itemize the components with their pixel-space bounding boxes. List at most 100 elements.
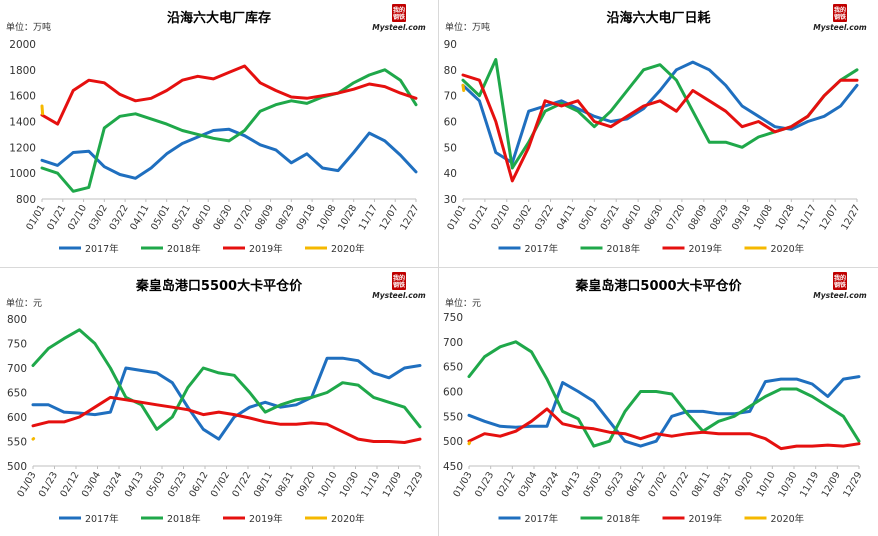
x-tick-label: 12/07 <box>378 203 401 232</box>
x-tick-label: 07/20 <box>664 203 687 232</box>
x-tick-label: 08/29 <box>708 203 731 232</box>
x-tick-label: 02/12 <box>58 470 81 499</box>
x-tick-label: 05/21 <box>599 203 622 232</box>
x-tick-label: 03/02 <box>511 203 534 232</box>
series-line <box>461 60 859 165</box>
chart-panel-price-5000: 秦皇岛港口5000大卡平仓价 单位：元 我的 钢铁 Mysteel.com 450 500 5… <box>439 268 878 536</box>
x-tick-label: 07/20 <box>232 203 255 232</box>
x-tick-label: 05/23 <box>603 470 626 499</box>
y-tick-label: 1200 <box>9 142 36 154</box>
y-tick-label: 1600 <box>9 91 36 103</box>
unit-label: 单位：元 <box>445 297 481 309</box>
y-tick-label: 800 <box>7 314 27 326</box>
y-tick-label: 60 <box>444 117 457 129</box>
x-tick-label: 12/07 <box>817 203 840 232</box>
legend-label: 2017年 <box>525 513 559 525</box>
legend-label: 2020年 <box>771 243 805 255</box>
unit-label: 单位：万吨 <box>6 21 51 33</box>
x-tick-label: 05/03 <box>144 470 167 499</box>
legend-label: 2020年 <box>331 513 365 525</box>
x-tick-label: 02/12 <box>495 470 518 499</box>
x-tick-label: 06/10 <box>620 203 643 232</box>
x-tick-label: 08/11 <box>690 470 713 499</box>
chart-panel-price-5500: 秦皇岛港口5500大卡平仓价 单位：元 我的 钢铁 Mysteel.com 500 550 6… <box>0 268 438 536</box>
x-tick-label: 06/12 <box>187 470 210 499</box>
x-tick-label: 09/20 <box>733 470 756 499</box>
logo-text: 钢铁 <box>393 281 405 289</box>
y-tick-label: 600 <box>443 387 463 399</box>
x-tick-label: 01/01 <box>445 203 468 232</box>
x-tick-label: 08/11 <box>252 470 275 499</box>
x-tick-label: 07/22 <box>668 470 691 499</box>
x-tick-label: 03/24 <box>101 470 124 499</box>
x-tick-label: 01/23 <box>473 470 496 499</box>
x-tick-label: 12/09 <box>381 470 404 499</box>
legend-label: 2018年 <box>607 513 641 525</box>
y-tick-label: 600 <box>7 412 27 424</box>
chart-title: 沿海六大电厂库存 <box>167 10 271 26</box>
x-tick-label: 12/27 <box>398 203 421 232</box>
legend-label: 2019年 <box>249 243 283 255</box>
y-tick-label: 500 <box>7 461 27 473</box>
x-tick-label: 12/09 <box>820 470 843 499</box>
x-tick-label: 03/22 <box>107 203 130 232</box>
x-tick-label: 05/01 <box>577 203 600 232</box>
x-tick-label: 11/19 <box>359 470 382 499</box>
x-tick-label: 05/23 <box>166 470 189 499</box>
y-tick-label: 70 <box>444 91 457 103</box>
unit-label: 单位：万吨 <box>445 21 490 33</box>
x-tick-label: 07/02 <box>646 470 669 499</box>
legend-label: 2017年 <box>85 513 119 525</box>
x-tick-label: 01/03 <box>15 470 38 499</box>
x-tick-label: 03/24 <box>538 470 561 499</box>
x-tick-label: 01/21 <box>45 203 68 232</box>
y-tick-label: 750 <box>443 312 463 324</box>
x-tick-label: 08/29 <box>274 203 297 232</box>
logo-text: 我的 <box>834 6 846 14</box>
y-tick-label: 450 <box>443 461 463 473</box>
x-tick-label: 10/10 <box>755 470 778 499</box>
x-tick-label: 02/10 <box>489 203 512 232</box>
chart-panel-consumption: 沿海六大电厂日耗 单位：万吨 我的 钢铁 Mysteel.com 30 40 50 60 70 80… <box>439 0 878 267</box>
x-tick-label: 04/11 <box>555 203 578 232</box>
y-tick-label: 500 <box>443 436 463 448</box>
x-tick-label: 06/12 <box>625 470 648 499</box>
x-tick-label: 03/02 <box>87 203 110 232</box>
horizontal-divider <box>0 267 878 268</box>
y-tick-label: 700 <box>443 337 463 349</box>
legend-label: 2018年 <box>167 243 201 255</box>
y-tick-label: 700 <box>7 363 27 375</box>
y-tick-label: 90 <box>444 39 457 51</box>
x-tick-label: 11/17 <box>796 203 819 232</box>
chart-title: 秦皇岛港口5000大卡平仓价 <box>574 278 742 294</box>
y-tick-label: 1000 <box>9 168 36 180</box>
x-tick-label: 10/10 <box>316 470 339 499</box>
legend-label: 2020年 <box>331 243 365 255</box>
series-line <box>467 407 861 451</box>
y-tick-label: 50 <box>444 142 457 154</box>
x-tick-label: 11/19 <box>798 470 821 499</box>
x-tick-label: 07/22 <box>230 470 253 499</box>
x-tick-label: 08/31 <box>273 470 296 499</box>
series-line <box>31 395 422 444</box>
logo-text: 我的 <box>393 274 405 282</box>
x-tick-label: 08/09 <box>686 203 709 232</box>
series-line <box>40 64 418 126</box>
x-tick-label: 09/20 <box>295 470 318 499</box>
legend-label: 2019年 <box>689 513 723 525</box>
x-tick-label: 04/13 <box>560 470 583 499</box>
x-tick-label: 06/30 <box>211 203 234 232</box>
x-tick-label: 05/01 <box>149 203 172 232</box>
series-line <box>467 441 472 446</box>
x-tick-label: 03/22 <box>533 203 556 232</box>
legend-label: 2019年 <box>689 243 723 255</box>
logo-text: Mysteel.com <box>813 291 867 300</box>
y-tick-label: 1800 <box>9 65 36 77</box>
y-tick-label: 80 <box>444 65 457 77</box>
legend-label: 2020年 <box>771 513 805 525</box>
legend-label: 2019年 <box>249 513 283 525</box>
